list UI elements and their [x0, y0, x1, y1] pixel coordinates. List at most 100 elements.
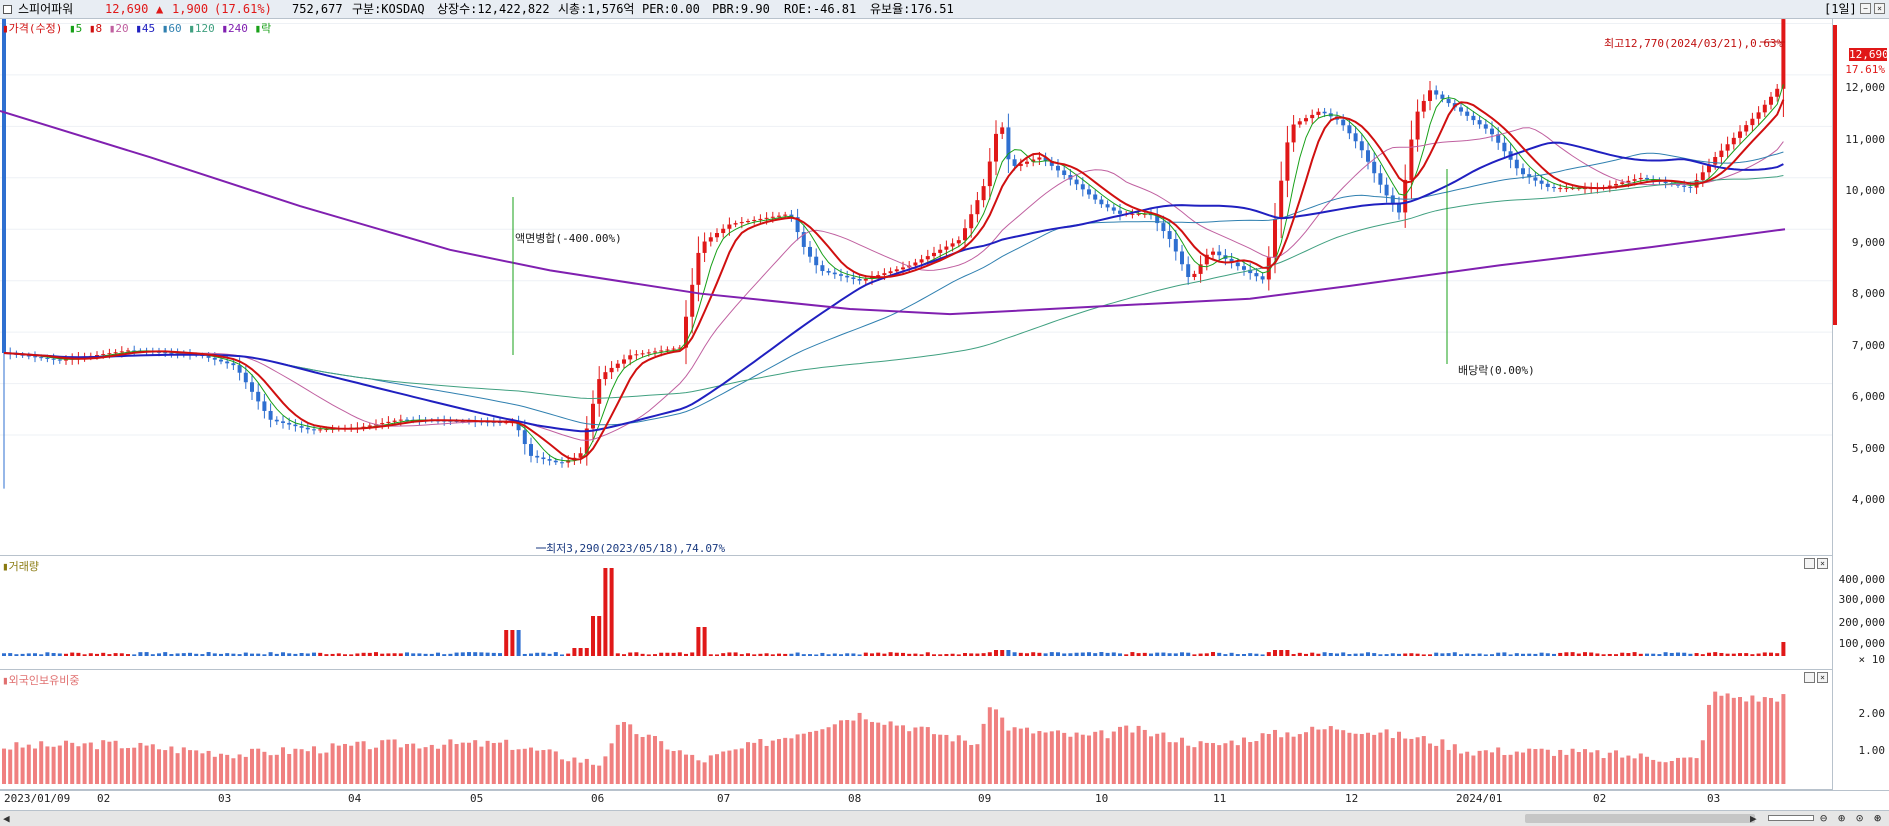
candle-body: [1496, 134, 1501, 143]
volume-bar: [26, 653, 31, 656]
volume-panel[interactable]: ▮거래량 ×: [0, 556, 1832, 670]
foreign-ownership-bar: [832, 724, 837, 784]
volume-maximize-icon[interactable]: [1804, 558, 1815, 569]
foreign-ownership-bar: [801, 733, 806, 784]
volume-bar: [702, 627, 707, 656]
price-change: 1,900: [172, 2, 209, 16]
foreign-ownership-bar: [1000, 717, 1005, 784]
date-tick: 2023/01/09: [4, 792, 71, 805]
foreign-close-icon[interactable]: ×: [1817, 672, 1828, 683]
candle-body: [33, 356, 37, 358]
volume-bar: [1310, 652, 1315, 656]
volume-bar: [188, 652, 192, 656]
scroll-left-icon[interactable]: ◀: [3, 812, 10, 825]
minimize-icon[interactable]: −: [1860, 3, 1871, 14]
volume-bar: [243, 652, 248, 656]
foreign-maximize-icon[interactable]: [1804, 672, 1815, 683]
foreign-ownership-bar: [1347, 732, 1352, 784]
legend-ma45[interactable]: ▮45: [135, 22, 156, 35]
legend-ma20[interactable]: ▮20: [108, 22, 129, 35]
legend-ma8[interactable]: ▮8: [88, 22, 103, 35]
legend-lock[interactable]: ▮락: [254, 22, 272, 35]
foreign-ownership-panel[interactable]: ▮외국인보유비중 ×: [0, 670, 1832, 790]
zoom-out-icon[interactable]: ⊖: [1820, 811, 1828, 825]
foreign-ownership-bar: [758, 739, 763, 784]
foreign-ownership-bar: [1428, 743, 1432, 784]
volume-bar: [1037, 652, 1042, 656]
chart-scrollbar[interactable]: ◀ ▶ ⊖ ⊕ ⊙ ⊛: [0, 810, 1889, 826]
volume-bar: [851, 653, 856, 656]
volume-bar: [1428, 654, 1432, 656]
collapse-checkbox[interactable]: [3, 5, 12, 14]
legend-ma120[interactable]: ▮120: [188, 22, 215, 35]
foreign-ownership-bar: [361, 741, 366, 784]
volume-bar: [609, 568, 614, 656]
foreign-ownership-bar: [82, 743, 87, 784]
current-price-tag: 12,690: [1849, 48, 1889, 61]
candle-body: [95, 355, 99, 357]
price-axis[interactable]: 12,000 11,000 10,000 9,000 8,000 7,000 6…: [1832, 19, 1889, 556]
scroll-right-icon[interactable]: ▶: [1750, 812, 1757, 825]
volume-bar: [1688, 653, 1693, 656]
per-value: PER:0.00: [642, 2, 700, 16]
candle-body: [1229, 258, 1234, 263]
foreign-ownership-bar: [169, 746, 174, 784]
volume-bar: [1620, 652, 1625, 656]
scrollbar-thumb[interactable]: [1525, 814, 1755, 823]
volume-bar: [820, 652, 825, 656]
foreign-ownership-bar: [969, 744, 974, 784]
volume-bar: [1521, 653, 1525, 656]
candle-body: [1211, 251, 1215, 255]
candle-body: [901, 267, 905, 270]
price-chart-panel[interactable]: ▮가격(수정) ▮5 ▮8 ▮20 ▮45 ▮60 ▮120 ▮240 ▮락 액…: [0, 19, 1832, 556]
legend-price[interactable]: ▮가격(수정): [2, 22, 63, 35]
volume-axis[interactable]: 400,000 300,000 200,000 100,000 × 10: [1832, 556, 1889, 670]
volume-bar: [1223, 654, 1228, 656]
foreign-axis[interactable]: 2.00 1.00: [1832, 670, 1889, 790]
candle-body: [1459, 107, 1463, 112]
candle-body: [1533, 177, 1538, 181]
volume-bar: [907, 653, 912, 656]
candle-body: [913, 262, 918, 266]
legend-ma240[interactable]: ▮240: [221, 22, 248, 35]
volume-bar: [752, 654, 757, 656]
volume-bar: [194, 653, 199, 656]
candle-body: [646, 352, 651, 354]
foreign-ownership-bar: [665, 749, 670, 784]
foreign-ownership-bar: [808, 731, 812, 784]
foreign-ownership-bar: [1105, 738, 1110, 784]
foreign-ownership-bar: [1415, 737, 1420, 784]
legend-ma60[interactable]: ▮60: [161, 22, 182, 35]
moving-average-line: [3, 99, 1785, 461]
candle-body: [733, 223, 738, 225]
candle-body: [1012, 159, 1017, 166]
zoom-fit-icon[interactable]: ⊛: [1874, 811, 1882, 825]
zoom-reset-icon[interactable]: ⊙: [1856, 811, 1864, 825]
volume-tick: 400,000: [1838, 573, 1885, 586]
volume-bar: [293, 653, 298, 656]
foreign-ownership-bar: [1279, 737, 1284, 784]
legend-ma5[interactable]: ▮5: [68, 22, 83, 35]
period-selector[interactable]: [1일]: [1824, 2, 1857, 16]
foreign-ownership-bar: [498, 742, 502, 784]
split-annotation: 액면병합(-400.00%): [515, 232, 622, 245]
stock-name[interactable]: 스피어파워: [18, 2, 74, 16]
candle-body: [45, 357, 50, 359]
volume-bar: [578, 648, 583, 656]
candle-body: [1682, 185, 1687, 187]
zoom-slider[interactable]: [1768, 815, 1814, 821]
close-icon[interactable]: ×: [1874, 3, 1885, 14]
volume-value: 752,677: [292, 2, 343, 16]
volume-close-icon[interactable]: ×: [1817, 558, 1828, 569]
candle-body: [1316, 111, 1321, 115]
volume-bar: [1663, 652, 1668, 656]
volume-bar: [448, 653, 453, 656]
candle-body: [367, 425, 372, 427]
zoom-in-icon[interactable]: ⊕: [1838, 811, 1846, 825]
volume-bar: [944, 654, 949, 656]
foreign-ownership-bar: [76, 746, 81, 784]
candle-body: [1248, 269, 1253, 274]
foreign-ownership-bar: [1775, 701, 1780, 784]
candle-body: [1750, 118, 1755, 126]
candle-body: [839, 274, 843, 276]
